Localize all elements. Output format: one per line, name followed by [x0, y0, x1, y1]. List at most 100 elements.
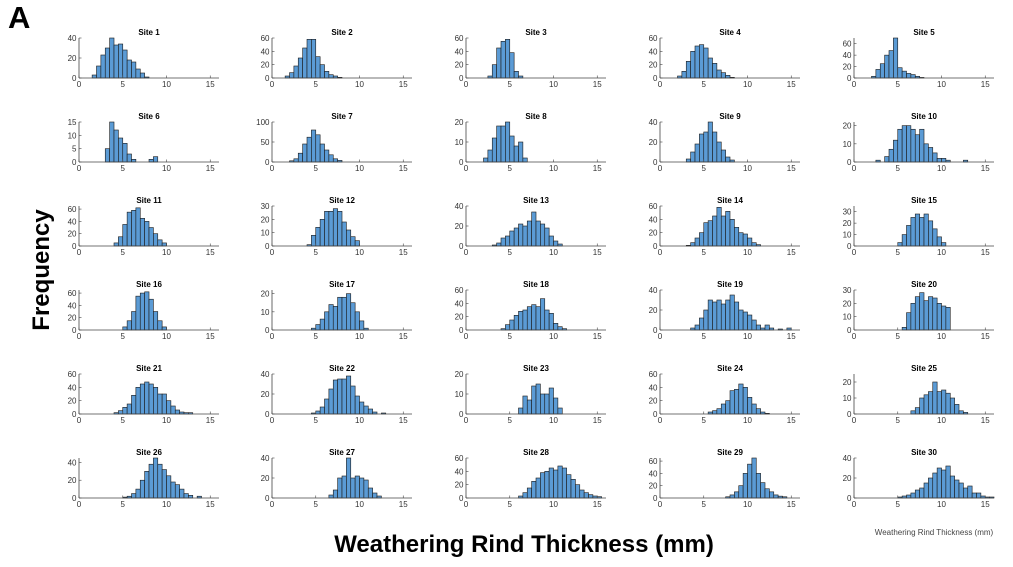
histogram-bar [341, 378, 347, 415]
y-tick-label: 0 [265, 158, 270, 167]
histogram-bar [725, 211, 731, 247]
histogram-bar [179, 488, 185, 499]
y-tick-label: 20 [68, 230, 77, 239]
y-tick-label: 0 [459, 326, 464, 335]
x-tick-label: 0 [852, 80, 857, 89]
histogram-bar [897, 128, 903, 163]
histogram-bar [113, 242, 119, 247]
histogram-bar [553, 397, 559, 415]
histogram-bar [941, 242, 947, 247]
y-tick-label: 40 [649, 215, 658, 224]
histogram-bar [315, 324, 321, 331]
histogram-bar [174, 409, 180, 415]
histogram-bar [297, 57, 303, 79]
x-tick-label: 0 [464, 248, 469, 257]
histogram-bar [487, 149, 493, 163]
site-panel: 0 5 10 15 0 20 40 Site 22 [261, 364, 412, 425]
histogram-bar [144, 221, 150, 247]
histogram-bar [729, 494, 735, 499]
y-tick-label: 0 [847, 410, 852, 419]
x-tick-label: 0 [270, 248, 275, 257]
histogram-bar [315, 56, 321, 79]
x-tick-label: 0 [658, 164, 663, 173]
histogram-bar [354, 240, 360, 247]
y-tick-label: 0 [653, 242, 658, 251]
x-tick-label: 15 [787, 500, 796, 509]
histogram-bar [958, 482, 964, 499]
histogram-bar [135, 68, 141, 79]
histogram-bar [324, 398, 330, 415]
histogram-bar [747, 463, 753, 499]
x-tick-label: 15 [981, 332, 990, 341]
y-tick-label: 0 [72, 326, 77, 335]
y-tick-label: 0 [72, 242, 77, 251]
y-tick-label: 40 [261, 370, 270, 379]
site-title: Site 20 [911, 280, 937, 289]
histogram-bar [135, 387, 141, 415]
histogram-bar [126, 211, 132, 247]
histogram-bar [513, 71, 519, 79]
histogram-bar [131, 395, 137, 415]
y-tick-label: 40 [649, 286, 658, 295]
histogram-bar [139, 292, 145, 331]
histogram-bar [544, 393, 550, 415]
histogram-bar [720, 149, 726, 163]
histogram-bar [747, 237, 753, 247]
histogram-bar [764, 324, 770, 331]
site-title: Site 23 [523, 364, 549, 373]
histogram-bar [901, 70, 907, 79]
x-tick-label: 5 [702, 416, 707, 425]
y-tick-label: 60 [649, 202, 658, 211]
site-title: Site 24 [717, 364, 743, 373]
site-title: Site 18 [523, 280, 549, 289]
histogram-bar [306, 39, 312, 79]
histogram-bar [566, 474, 572, 499]
y-tick-label: 10 [843, 313, 852, 322]
histogram-bar [518, 141, 524, 163]
x-tick-label: 10 [162, 500, 171, 509]
site-title: Site 25 [911, 364, 937, 373]
y-tick-label: 20 [843, 299, 852, 308]
histogram-bar [91, 74, 97, 79]
histogram-bar [703, 309, 709, 331]
site-title: Site 3 [525, 28, 547, 37]
histogram-bar [681, 71, 687, 79]
histogram-bar [923, 213, 929, 247]
site-panel: 0 5 10 15 0 20 40 Site 26 [68, 448, 219, 509]
histogram-bar [118, 137, 124, 163]
y-tick-label: 30 [843, 208, 852, 217]
histogram-bar [332, 306, 338, 331]
histogram-bar [910, 410, 916, 415]
x-tick-label: 10 [355, 500, 364, 509]
histogram-bar [936, 158, 942, 163]
histogram-bar [725, 156, 731, 163]
x-tick-label: 5 [896, 248, 901, 257]
x-tick-label: 5 [508, 416, 513, 425]
y-tick-label: 60 [649, 370, 658, 379]
site-panel: 0 5 10 15 0 20 40 Site 1 [68, 28, 219, 89]
histogram-bar [716, 141, 722, 163]
histogram-bar [337, 211, 343, 247]
histogram-bar [945, 465, 951, 499]
histogram-bar [932, 381, 938, 415]
y-tick-label: 0 [459, 158, 464, 167]
histogram-bar [932, 472, 938, 499]
histogram-bar [540, 298, 546, 331]
y-tick-label: 20 [261, 61, 270, 70]
histogram-bar [174, 484, 180, 499]
histogram-bar [135, 207, 141, 247]
histogram-bar [293, 65, 299, 79]
site-title: Site 1 [138, 28, 160, 37]
histogram-bar [690, 151, 696, 163]
y-tick-label: 20 [261, 290, 270, 299]
y-tick-label: 0 [653, 74, 658, 83]
x-tick-label: 0 [464, 500, 469, 509]
histogram-bar [941, 305, 947, 331]
x-tick-label: 5 [121, 500, 126, 509]
histogram-bar [699, 133, 705, 163]
histogram-bar [332, 379, 338, 415]
histogram-bar [104, 148, 110, 163]
histogram-bar [901, 327, 907, 331]
histogram-bar [976, 492, 982, 499]
